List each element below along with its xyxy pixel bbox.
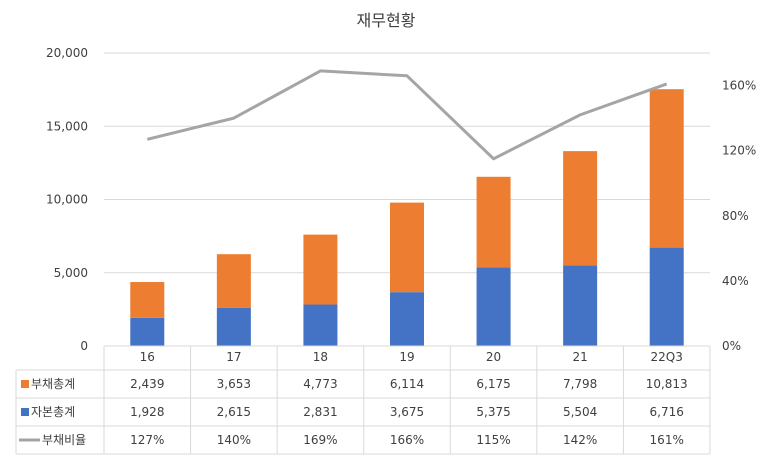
data-label: 7,798 xyxy=(563,377,597,391)
data-label: 127% xyxy=(130,433,164,447)
legend-key-swatch xyxy=(21,380,29,388)
bar-equity xyxy=(216,307,251,346)
bar-equity xyxy=(563,265,598,346)
bar-equity xyxy=(130,317,165,346)
bar-equity xyxy=(649,247,684,346)
bar-debt xyxy=(130,282,165,318)
bar-debt xyxy=(476,176,511,268)
data-label: 142% xyxy=(563,433,597,447)
data-label: 10,813 xyxy=(646,377,688,391)
stacked-bars xyxy=(130,89,684,346)
category-label: 17 xyxy=(226,350,241,364)
bar-debt xyxy=(216,254,251,308)
data-label: 140% xyxy=(217,433,251,447)
data-label: 5,375 xyxy=(476,405,510,419)
data-label: 4,773 xyxy=(303,377,337,391)
series-name: 부채비율 xyxy=(42,433,86,447)
category-label: 19 xyxy=(399,350,414,364)
data-label: 2,831 xyxy=(303,405,337,419)
series-line-debt-ratio xyxy=(146,69,668,161)
series-name: 자본총계 xyxy=(31,405,75,419)
bar-debt xyxy=(303,234,338,305)
right-axis-ticks: 0% 40% 80% 120% 160% xyxy=(722,79,756,353)
category-label: 20 xyxy=(486,350,501,364)
legend-key-swatch xyxy=(21,408,29,416)
right-tick-label: 0% xyxy=(722,339,741,353)
data-label: 6,114 xyxy=(390,377,424,391)
left-tick-label: 10,000 xyxy=(46,193,88,207)
data-label: 2,615 xyxy=(217,405,251,419)
data-label: 1,928 xyxy=(130,405,164,419)
category-label: 18 xyxy=(313,350,328,364)
data-label: 2,439 xyxy=(130,377,164,391)
left-axis-ticks: 0 5,000 10,000 15,000 20,000 xyxy=(46,46,88,353)
bar-equity xyxy=(390,292,424,346)
data-label: 3,675 xyxy=(390,405,424,419)
left-tick-label: 15,000 xyxy=(46,119,88,133)
left-tick-label: 0 xyxy=(80,339,88,353)
right-tick-label: 160% xyxy=(722,79,756,93)
bar-debt xyxy=(390,202,424,293)
data-label: 3,653 xyxy=(217,377,251,391)
left-tick-label: 5,000 xyxy=(54,266,88,280)
data-label: 166% xyxy=(390,433,424,447)
data-label: 161% xyxy=(650,433,684,447)
right-tick-label: 40% xyxy=(722,274,749,288)
data-label: 169% xyxy=(303,433,337,447)
bar-equity xyxy=(303,304,338,346)
bar-equity xyxy=(476,267,511,346)
series-name: 부채총계 xyxy=(31,377,75,391)
right-tick-label: 120% xyxy=(722,144,756,158)
category-label: 21 xyxy=(573,350,588,364)
bar-debt xyxy=(563,151,598,266)
bar-debt xyxy=(649,89,684,248)
data-label: 6,716 xyxy=(650,405,684,419)
right-tick-label: 80% xyxy=(722,209,749,223)
category-label: 16 xyxy=(140,350,155,364)
data-table: 16 17 18 19 20 21 22Q3 부채총계 2,439 3,653 4,773 6,114… xyxy=(15,345,711,455)
data-label: 115% xyxy=(476,433,510,447)
data-label: 5,504 xyxy=(563,405,597,419)
chart-title: 재무현황 xyxy=(357,11,416,30)
debt-ratio-line xyxy=(146,69,668,161)
left-tick-label: 20,000 xyxy=(46,46,88,60)
data-label: 6,175 xyxy=(476,377,510,391)
category-label: 22Q3 xyxy=(651,350,683,364)
